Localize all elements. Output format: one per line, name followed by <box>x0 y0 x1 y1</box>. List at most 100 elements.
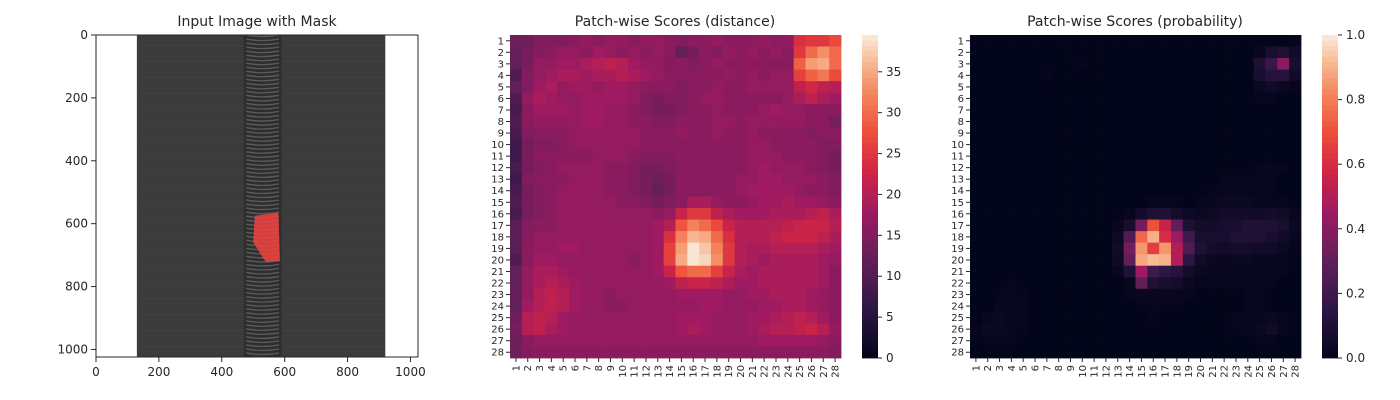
zipper-tooth <box>246 279 280 283</box>
heatmap-cell <box>1123 35 1136 47</box>
heatmap-cell <box>793 219 806 232</box>
heatmap-cell <box>770 115 783 128</box>
heatmap-cell <box>545 231 558 244</box>
heatmap-cell <box>817 138 830 151</box>
heatmap-cell <box>533 150 546 163</box>
heatmap-cell <box>1241 92 1255 105</box>
heatmap-cell <box>569 127 582 140</box>
heatmap-cell <box>640 196 653 209</box>
zipper-tooth <box>246 114 280 118</box>
heatmap-cell <box>628 323 641 336</box>
heatmap-cell <box>1147 334 1160 347</box>
heatmap-cell <box>1040 242 1054 255</box>
heatmap-cell <box>970 219 983 232</box>
heatmap-cell <box>805 323 818 336</box>
heatmap-cell <box>521 265 535 278</box>
heatmap-cell <box>1289 219 1302 232</box>
heatmap-cell <box>699 288 712 301</box>
heatmap-cell <box>1230 81 1243 94</box>
heatmap-cell <box>545 254 558 267</box>
heatmap-cell <box>1159 35 1172 47</box>
y-tick-label: 28 <box>491 348 504 359</box>
heatmap-cell <box>569 254 582 267</box>
heatmap-cell <box>1135 81 1148 94</box>
heatmap-cell <box>1194 196 1207 209</box>
heatmap-cell <box>970 104 983 117</box>
heatmap-cell <box>722 288 736 301</box>
heatmap-cell <box>817 104 830 117</box>
heatmap-cell <box>710 196 724 209</box>
distance-heatmap-cells <box>510 35 842 359</box>
colorbar-segment <box>1322 309 1338 316</box>
heatmap-cell <box>981 69 995 82</box>
colorbar-segment <box>1322 169 1338 176</box>
heatmap-cell <box>580 81 594 94</box>
heatmap-cell <box>545 288 558 301</box>
heatmap-cell <box>1029 58 1042 71</box>
heatmap-cell <box>1230 311 1243 324</box>
colorbar-segment <box>1322 148 1338 154</box>
zipper-tooth <box>246 151 280 154</box>
x-tick-label: 5 <box>1019 365 1030 371</box>
heatmap-cell <box>1064 288 1077 301</box>
heatmap-cell <box>1230 265 1243 278</box>
heatmap-cell <box>770 231 783 244</box>
colorbar-tick-label: 30 <box>886 106 901 120</box>
x-tick-label: 14 <box>1125 365 1136 378</box>
heatmap-cell <box>829 277 842 290</box>
heatmap-cell <box>569 242 582 255</box>
y-tick-label: 27 <box>491 336 504 347</box>
heatmap-cell <box>604 92 617 105</box>
heatmap-cell <box>1265 69 1278 82</box>
colorbar-segment <box>862 331 878 337</box>
y-tick-label: 10 <box>951 140 964 151</box>
heatmap-cell <box>1170 323 1184 336</box>
heatmap-cell <box>1265 184 1278 197</box>
heatmap-cell <box>829 288 842 301</box>
heatmap-cell <box>734 277 747 290</box>
heatmap-cell <box>1123 46 1136 59</box>
colorbar-tick-label: 1.0 <box>1346 28 1365 42</box>
heatmap-cell <box>699 311 712 324</box>
heatmap-cell <box>521 346 535 359</box>
x-tick-label: 16 <box>1149 365 1160 378</box>
heatmap-cell <box>569 196 582 209</box>
heatmap-cell <box>1194 277 1207 290</box>
colorbar-segment <box>862 164 878 170</box>
heatmap-cell <box>1076 288 1089 301</box>
heatmap-cell <box>1253 323 1266 336</box>
heatmap-cell <box>1135 104 1148 117</box>
heatmap-cell <box>1218 334 1231 347</box>
colorbar-tick-label: 15 <box>886 228 901 242</box>
heatmap-cell <box>734 35 747 47</box>
heatmap-cell <box>510 288 523 301</box>
heatmap-cell <box>1289 311 1302 324</box>
heatmap-cell <box>1218 81 1231 94</box>
heatmap-cell <box>970 334 983 347</box>
heatmap-cell <box>1005 115 1018 128</box>
heatmap-cell <box>1194 288 1207 301</box>
heatmap-cell <box>1218 46 1231 59</box>
heatmap-cell <box>1230 115 1243 128</box>
heatmap-cell <box>1218 346 1231 359</box>
y-tick-label: 3 <box>498 59 504 70</box>
heatmap-cell <box>817 150 830 163</box>
heatmap-cell <box>722 323 736 336</box>
heatmap-cell <box>1241 219 1255 232</box>
heatmap-cell <box>1265 104 1278 117</box>
zipper-tooth <box>246 122 280 126</box>
heatmap-cell <box>580 69 594 82</box>
heatmap-cell <box>1135 161 1148 174</box>
heatmap-cell <box>521 196 535 209</box>
colorbar-segment <box>1322 56 1338 63</box>
heatmap-cell <box>687 300 700 313</box>
heatmap-cell <box>628 265 641 278</box>
heatmap-cell <box>628 69 641 82</box>
heatmap-cell <box>557 138 570 151</box>
heatmap-cell <box>1218 242 1231 255</box>
heatmap-cell <box>770 138 783 151</box>
heatmap-cell <box>1135 184 1148 197</box>
heatmap-cell <box>817 127 830 140</box>
heatmap-cell <box>1170 334 1184 347</box>
heatmap-cell <box>1100 184 1113 197</box>
